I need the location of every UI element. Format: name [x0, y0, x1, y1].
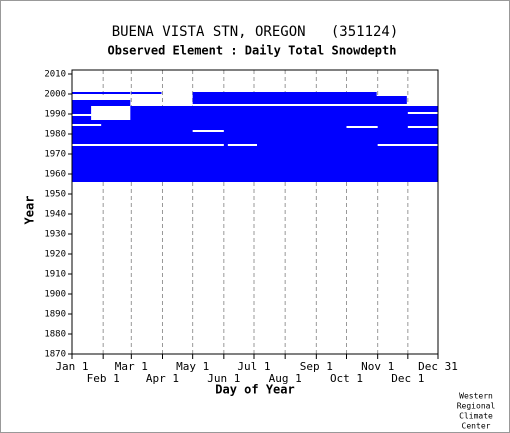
- y-tick-label: 1880: [44, 330, 66, 340]
- x-tick-label: Oct 1: [330, 372, 363, 385]
- y-tick-label: 1920: [44, 250, 66, 260]
- coverage-block: [72, 98, 131, 106]
- y-tick-label: 1970: [44, 150, 66, 160]
- y-tick-label: 1900: [44, 290, 66, 300]
- coverage-gap: [72, 114, 102, 116]
- coverage-block: [72, 92, 131, 94]
- coverage-block: [377, 106, 438, 108]
- coverage-gap: [407, 126, 438, 128]
- coverage-gap: [72, 124, 102, 126]
- coverage-gap: [192, 130, 224, 132]
- coverage-gap: [407, 112, 438, 114]
- coverage-block: [316, 96, 407, 104]
- y-axis-label: Year: [23, 196, 37, 225]
- x-tick-label: May 1: [176, 360, 209, 373]
- x-tick-label: Aug 1: [269, 372, 302, 385]
- x-tick-label: Sep 1: [300, 360, 333, 373]
- coverage-gap: [72, 98, 131, 100]
- x-tick-label: Dec 31: [418, 360, 458, 373]
- y-tick-label: 1990: [44, 110, 66, 120]
- coverage-gap: [227, 144, 258, 146]
- y-tick-label: 2000: [44, 90, 66, 100]
- chart-subtitle: Observed Element : Daily Total Snowdepth: [108, 44, 397, 58]
- x-tick-label: Apr 1: [146, 372, 179, 385]
- chart-title: BUENA VISTA STN, OREGON (351124): [112, 24, 399, 40]
- x-tick-label: Jul 1: [237, 360, 270, 373]
- y-tick-label: 1960: [44, 170, 66, 180]
- coverage-gap: [72, 144, 224, 146]
- footer-text: Regional: [457, 402, 496, 411]
- y-tick-label: 1870: [44, 350, 66, 360]
- y-tick-label: 1890: [44, 310, 66, 320]
- x-tick-label: Jun 1: [207, 372, 240, 385]
- coverage-gap: [192, 104, 438, 106]
- y-tick-label: 1930: [44, 230, 66, 240]
- footer-text: Center: [462, 422, 491, 431]
- y-tick-label: 2010: [44, 70, 66, 80]
- coverage-gap: [377, 144, 438, 146]
- y-tick-label: 1910: [44, 270, 66, 280]
- coverage-gap: [346, 126, 378, 128]
- x-tick-label: Dec 1: [391, 372, 424, 385]
- y-tick-label: 1950: [44, 190, 66, 200]
- x-tick-label: Jan 1: [55, 360, 88, 373]
- x-tick-label: Nov 1: [361, 360, 394, 373]
- coverage-gap: [91, 106, 131, 120]
- y-tick-label: 1940: [44, 210, 66, 220]
- footer-text: Western: [459, 392, 493, 401]
- x-tick-label: Feb 1: [87, 372, 120, 385]
- coverage-block: [131, 92, 162, 94]
- plot-frame: [71, 69, 439, 355]
- x-tick-label: Mar 1: [115, 360, 148, 373]
- y-tick-label: 1980: [44, 130, 66, 140]
- footer-text: Climate: [459, 412, 493, 421]
- x-axis-label: Day of Year: [215, 383, 294, 397]
